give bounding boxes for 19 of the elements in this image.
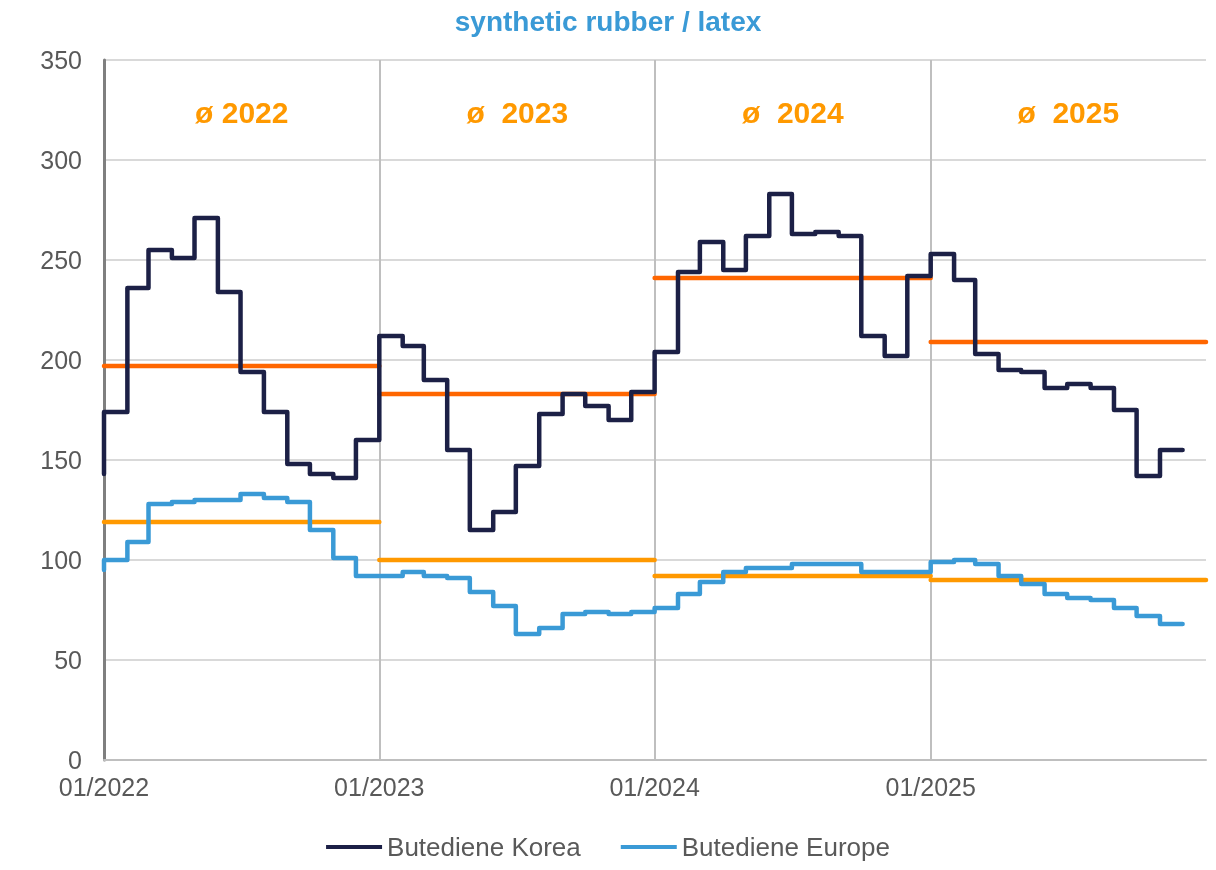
- annotation: ø 2024: [741, 95, 844, 129]
- y-tick-label: 350: [40, 46, 82, 74]
- y-tick-label: 300: [40, 146, 82, 174]
- x-tick-label: 01/2024: [609, 772, 700, 801]
- x-tick-label: 01/2025: [885, 772, 976, 801]
- legend-label: Butediene Korea: [387, 832, 582, 862]
- annotation: ø 2025: [1017, 95, 1120, 129]
- x-tick-label: 01/2022: [58, 772, 150, 801]
- chart-title: synthetic rubber / latex: [454, 5, 762, 37]
- annotation: ø 2022: [195, 95, 289, 129]
- x-tick-label: 01/2023: [334, 772, 425, 801]
- y-tick-label: 200: [40, 346, 82, 374]
- y-tick-label: 150: [40, 446, 82, 474]
- legend-label: Butediene Europe: [681, 832, 890, 862]
- y-tick-label: 250: [40, 246, 82, 274]
- y-tick-label: 50: [54, 646, 82, 674]
- y-tick-label: 100: [40, 546, 82, 574]
- y-tick-label: 0: [68, 746, 82, 774]
- annotation: ø 2023: [466, 95, 569, 129]
